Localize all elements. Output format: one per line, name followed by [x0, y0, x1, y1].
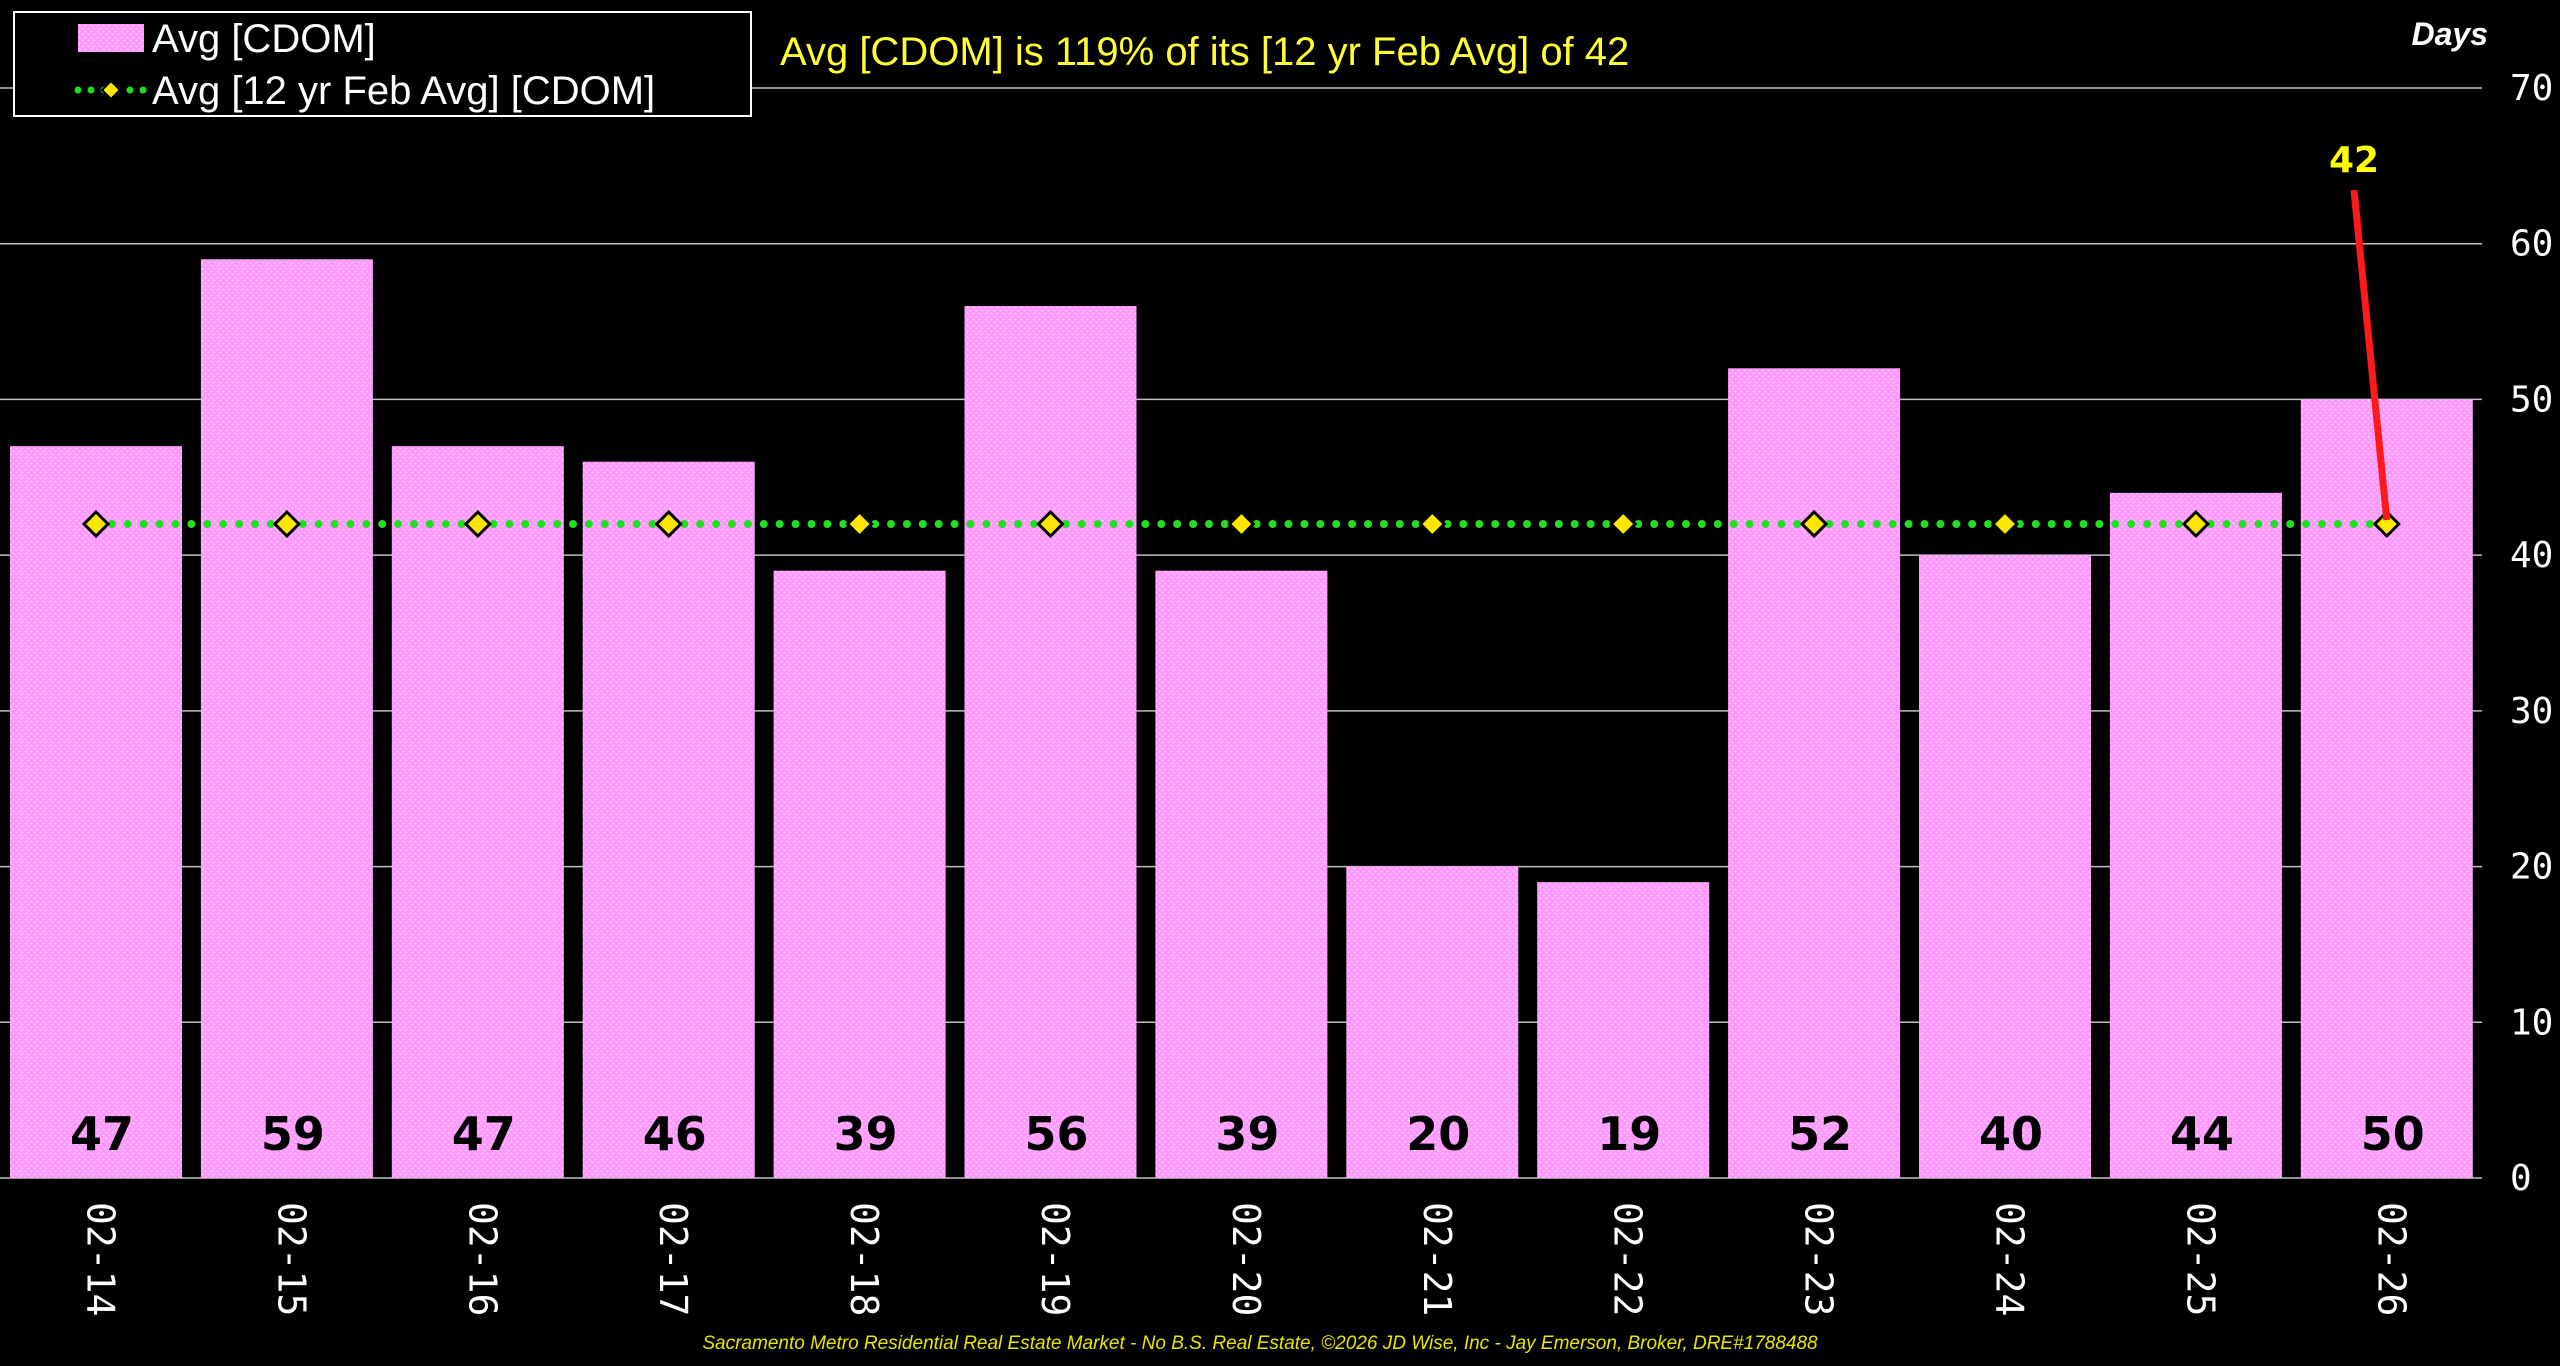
x-tick-label: 02-22: [1606, 1202, 1650, 1316]
x-tick-label: 02-19: [1033, 1202, 1077, 1316]
average-marker: [654, 509, 683, 539]
callout-line: [2350, 189, 2391, 521]
average-marker: [1799, 509, 1829, 539]
bar: [200, 259, 373, 1178]
x-tick-label: 02-18: [842, 1202, 886, 1316]
average-marker: [1227, 509, 1256, 539]
bar-value-label: 50: [2361, 1107, 2425, 1161]
legend-swatch-marker: [100, 79, 122, 101]
average-marker: [81, 509, 111, 539]
bar-value-label: 19: [1597, 1107, 1661, 1161]
footer-credit: Sacramento Metro Residential Real Estate…: [702, 1333, 1818, 1354]
x-tick-label: 02-23: [1797, 1202, 1841, 1316]
y-tick-label: 70: [2510, 68, 2553, 109]
x-tick-label: 02-17: [651, 1202, 695, 1316]
average-marker: [463, 509, 492, 539]
bar-value-label: 47: [452, 1107, 516, 1161]
bar-value-label: 46: [643, 1107, 707, 1161]
bar-value-label: 39: [1215, 1107, 1279, 1161]
average-line-series: [81, 509, 2401, 539]
average-marker: [1609, 509, 1638, 539]
bar: [1728, 368, 1901, 1178]
bar-series: [10, 259, 2473, 1179]
bar: [1537, 882, 1710, 1178]
bar-value-label: 52: [1788, 1107, 1852, 1161]
average-marker: [845, 509, 874, 539]
bar-value-label: 20: [1406, 1107, 1470, 1161]
y-tick-label: 10: [2510, 1002, 2553, 1043]
y-tick-label: 20: [2510, 847, 2553, 888]
bar: [1919, 555, 2091, 1178]
x-axis-ticks: 02-14 02-15 02-16 02-17 02-18 02-19 02-20 02-21…: [79, 1202, 2414, 1316]
y-tick-label: 60: [2510, 224, 2553, 265]
x-tick-label: 02-21: [1415, 1202, 1459, 1316]
callout: 42: [2329, 140, 2391, 521]
bar-value-label: 39: [834, 1107, 898, 1161]
bar: [1155, 570, 1328, 1178]
legend-swatch-bar: [78, 24, 144, 52]
legend-label-bar: Avg [CDOM]: [152, 17, 376, 61]
chart-subtitle: Avg [CDOM] is 119% of its [12 yr Feb Avg…: [780, 30, 1629, 74]
x-tick-label: 02-26: [2369, 1202, 2413, 1316]
bar-value-label: 56: [1024, 1107, 1088, 1161]
bar: [582, 461, 755, 1178]
bar-value-label: 40: [1979, 1107, 2043, 1161]
y-axis-label: Days: [2412, 16, 2489, 52]
bar: [2109, 492, 2282, 1178]
x-tick-label: 02-24: [1988, 1202, 2032, 1316]
average-marker: [1990, 509, 2020, 539]
average-marker: [2372, 509, 2401, 539]
average-marker: [2181, 509, 2211, 539]
bar: [10, 446, 182, 1179]
legend: Avg [CDOM] Avg [12 yr Feb Avg] [CDOM]: [13, 11, 752, 117]
average-marker: [272, 509, 302, 539]
bar: [964, 306, 1137, 1178]
average-marker: [1036, 509, 1065, 539]
y-tick-label: 40: [2510, 535, 2553, 576]
bar: [1346, 866, 1519, 1178]
bar-value-label: 59: [261, 1107, 325, 1161]
bar-value-label: 47: [70, 1107, 134, 1161]
y-axis-ticks: 0 10 20 30 40 50 60 70: [2510, 68, 2553, 1199]
bar-value-label: 44: [2170, 1107, 2234, 1161]
callout-label: 42: [2329, 140, 2379, 181]
legend-label-line: Avg [12 yr Feb Avg] [CDOM]: [152, 69, 655, 113]
x-tick-label: 02-14: [79, 1202, 123, 1316]
x-tick-label: 02-25: [2178, 1202, 2222, 1316]
x-tick-label: 02-15: [269, 1202, 313, 1316]
y-tick-label: 0: [2510, 1158, 2532, 1199]
bar: [391, 446, 564, 1179]
y-tick-label: 50: [2510, 379, 2553, 420]
y-tick-label: 30: [2510, 691, 2553, 732]
bar-value-labels: 47 59 47 46 39 56 39 20 19 52 40 44 50: [70, 1107, 2425, 1161]
average-marker: [1418, 509, 1447, 539]
bar: [773, 570, 946, 1178]
x-tick-label: 02-16: [460, 1202, 504, 1316]
x-tick-label: 02-20: [1224, 1202, 1268, 1316]
